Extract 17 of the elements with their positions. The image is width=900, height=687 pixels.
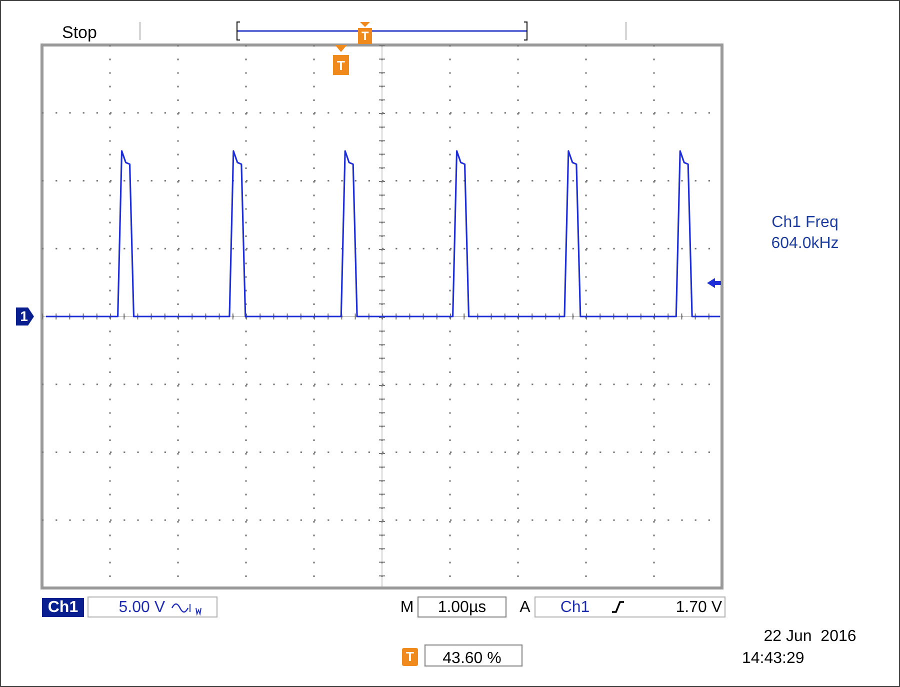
text: T [406,649,414,664]
text: M [400,599,414,616]
text: 22 Jun 2016 [764,628,856,645]
text: 43.60 % [442,650,502,667]
text: A [520,599,531,616]
text: 1 [20,308,28,324]
text: T [337,58,346,73]
text: T [361,29,370,43]
text: 1.00µs [438,599,486,616]
text: Stop [62,23,97,42]
text: Ch1 Freq [772,214,838,231]
text: Ch1 [48,599,78,616]
text: 5.00 V [118,599,166,616]
text: 14:43:29 [742,650,804,667]
text: 604.0kHz [771,235,839,252]
text: 1.70 V [676,599,722,616]
text: Ch1 [560,599,590,616]
